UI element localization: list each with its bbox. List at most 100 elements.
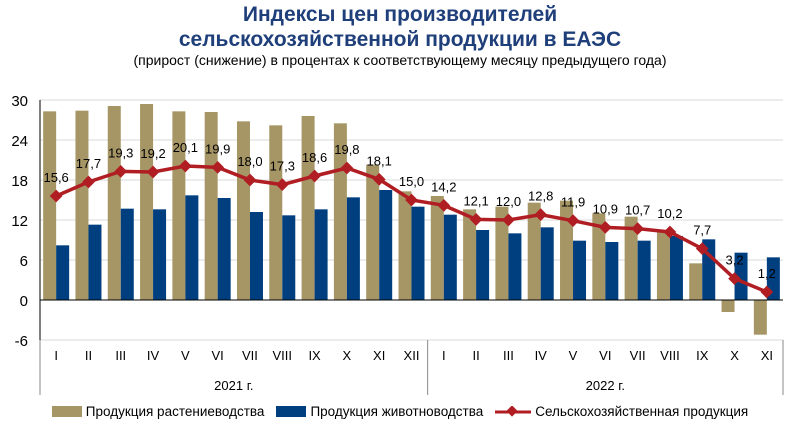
data-label: 7,7: [693, 223, 711, 238]
legend-item-agri: Сельскохозяйственная продукция: [495, 404, 748, 419]
x-tick-label: V: [569, 348, 578, 363]
bar-plant: [107, 106, 121, 300]
data-label: 19,9: [205, 141, 230, 156]
x-tick-label: VIII: [660, 348, 680, 363]
line-marker: [405, 193, 418, 207]
bar-animal: [605, 242, 619, 300]
bar-animal: [540, 227, 554, 300]
bar-plant: [463, 209, 477, 300]
bar-plant: [301, 116, 315, 300]
x-tick-label: IX: [308, 348, 321, 363]
line-marker: [146, 165, 160, 179]
data-label: 12,0: [496, 194, 521, 209]
x-tick-label: VII: [630, 348, 646, 363]
data-label: 20,1: [173, 140, 198, 155]
bar-animal: [56, 245, 70, 300]
x-tick-label: VII: [242, 348, 258, 363]
x-tick-label: V: [181, 348, 190, 363]
bar-plant: [495, 206, 509, 300]
bar-plant: [560, 200, 574, 300]
data-label: 1,2: [758, 266, 776, 281]
bar-animal: [702, 239, 716, 300]
bar-animal: [669, 236, 683, 300]
bar-animal: [346, 197, 360, 300]
bar-plant: [366, 164, 380, 300]
legend-swatch-animal: [276, 406, 307, 417]
bar-plant: [656, 232, 670, 300]
bar-plant: [430, 196, 444, 300]
line-marker: [243, 173, 257, 187]
line-marker: [372, 172, 386, 186]
legend-label: Продукция растениеводства: [85, 404, 265, 419]
data-label: 19,2: [140, 146, 165, 161]
data-label: 15,6: [43, 170, 68, 185]
x-tick-label: XII: [404, 348, 420, 363]
bar-plant: [592, 213, 606, 300]
bar-animal: [185, 195, 199, 300]
x-tick-label: XI: [373, 348, 385, 363]
bar-animal: [508, 233, 522, 300]
chart-title-line2: сельскохозяйственной продукции в ЕАЭС: [178, 28, 622, 51]
year-label: 2021 г.: [214, 378, 253, 393]
x-tick-label: IV: [535, 348, 548, 363]
x-tick-label: I: [54, 348, 58, 363]
line-marker: [179, 159, 192, 173]
data-label: 19,3: [108, 145, 133, 160]
legend-swatch-plant: [51, 406, 82, 417]
bar-plant: [689, 263, 703, 300]
x-tick-label: XI: [761, 348, 773, 363]
bar-animal: [120, 208, 134, 300]
x-tick-label: X: [730, 348, 739, 363]
bar-plant: [172, 111, 186, 300]
x-tick-label: I: [442, 348, 446, 363]
legend-item-plant: Продукция растениеводства: [51, 404, 265, 419]
line-marker: [502, 213, 515, 227]
line-marker: [82, 175, 95, 189]
x-tick-label: X: [343, 348, 352, 363]
data-label: 3,2: [726, 253, 744, 268]
y-tick-label: 0: [20, 293, 28, 310]
line-marker: [437, 198, 451, 212]
bar-animal: [734, 252, 748, 300]
bar-plant: [721, 300, 735, 312]
x-tick-label: VI: [212, 348, 224, 363]
data-label: 18,6: [302, 150, 327, 165]
bar-plant: [140, 104, 154, 300]
line-marker: [340, 161, 354, 175]
data-label: 17,7: [76, 156, 101, 171]
bar-plant: [236, 121, 250, 300]
x-tick-label: IX: [696, 348, 709, 363]
bar-plant: [269, 125, 283, 300]
data-label: 12,8: [528, 189, 553, 204]
x-tick-label: II: [85, 348, 92, 363]
bar-animal: [476, 230, 490, 300]
chart-title-line1: Индексы цен производителей: [242, 3, 558, 26]
y-tick-label: 30: [11, 93, 28, 110]
bar-animal: [282, 215, 296, 300]
x-tick-label: III: [115, 348, 126, 363]
line-marker: [469, 212, 483, 226]
y-tick-label: 12: [11, 213, 28, 230]
x-tick-label: IV: [147, 348, 160, 363]
bar-animal: [573, 240, 587, 300]
x-tick-label: VIII: [273, 348, 293, 363]
bar-animal: [153, 209, 167, 300]
data-label: 17,3: [270, 159, 295, 174]
x-tick-label: II: [472, 348, 479, 363]
data-label: 10,7: [625, 203, 650, 218]
data-label: 10,2: [657, 206, 682, 221]
bar-animal: [379, 190, 393, 300]
data-label: 19,8: [334, 142, 359, 157]
year-label: 2022 г.: [586, 378, 625, 393]
data-label: 10,9: [593, 201, 618, 216]
bar-plant: [204, 112, 218, 300]
bar-animal: [249, 212, 263, 300]
line-marker: [308, 169, 321, 183]
data-label: 12,1: [463, 193, 488, 208]
bar-animal: [88, 224, 102, 300]
bar-animal: [217, 198, 231, 300]
legend-label: Продукция животноводства: [310, 404, 484, 419]
bar-animal: [443, 214, 457, 300]
bar-animal: [637, 240, 651, 300]
